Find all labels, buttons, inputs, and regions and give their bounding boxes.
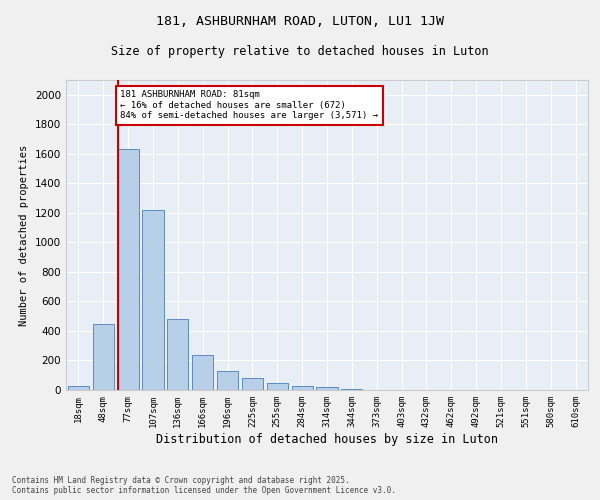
Y-axis label: Number of detached properties: Number of detached properties — [19, 144, 29, 326]
Bar — [167, 319, 188, 390]
Text: Contains HM Land Registry data © Crown copyright and database right 2025.: Contains HM Land Registry data © Crown c… — [12, 476, 350, 485]
Bar — [316, 388, 338, 390]
Bar — [242, 378, 263, 390]
Text: Size of property relative to detached houses in Luton: Size of property relative to detached ho… — [111, 45, 489, 58]
Bar — [68, 386, 89, 390]
X-axis label: Distribution of detached houses by size in Luton: Distribution of detached houses by size … — [156, 432, 498, 446]
Bar — [118, 150, 139, 390]
Bar — [267, 382, 288, 390]
Text: 181, ASHBURNHAM ROAD, LUTON, LU1 1JW: 181, ASHBURNHAM ROAD, LUTON, LU1 1JW — [156, 15, 444, 28]
Bar — [217, 371, 238, 390]
Bar — [142, 210, 164, 390]
Text: Contains public sector information licensed under the Open Government Licence v3: Contains public sector information licen… — [12, 486, 396, 495]
Text: 181 ASHBURNHAM ROAD: 81sqm
← 16% of detached houses are smaller (672)
84% of sem: 181 ASHBURNHAM ROAD: 81sqm ← 16% of deta… — [120, 90, 378, 120]
Bar — [192, 354, 213, 390]
Bar — [292, 386, 313, 390]
Bar — [93, 324, 114, 390]
